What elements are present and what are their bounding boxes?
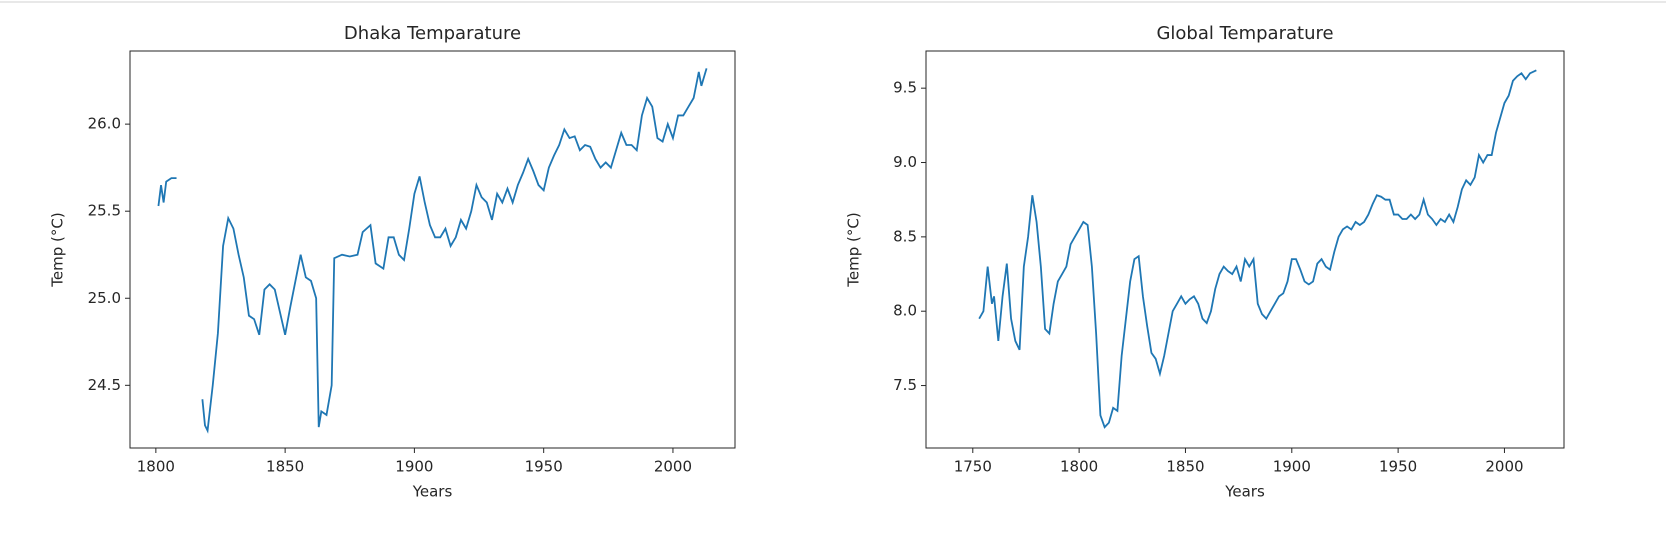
x-tick-label: 2000 [1485,458,1523,476]
x-tick-label: 1900 [1273,458,1311,476]
plot-frame [925,50,1565,449]
y-tick-label: 26.0 [88,115,121,133]
x-tick-label: 1950 [525,458,563,476]
y-tick-label: 25.0 [88,289,121,307]
x-tick-label: 1800 [1060,458,1098,476]
y-tick-label: 8.0 [893,302,917,320]
x-tick-label: 1900 [395,458,433,476]
data-line [157,68,708,434]
x-tick-label: 1750 [954,458,992,476]
y-tick-label: 24.5 [88,376,121,394]
x-tick-label: 1800 [137,458,175,476]
plot-frame [129,50,736,449]
data-line [978,69,1537,429]
x-tick-label: 1950 [1379,458,1417,476]
y-tick-label: 9.0 [893,153,917,171]
y-tick-label: 9.5 [893,79,917,97]
x-tick-label: 2000 [654,458,692,476]
y-tick-label: 7.5 [893,376,917,394]
x-axis-label: Years [412,483,453,501]
y-tick-label: 25.5 [88,202,121,220]
y-axis-label: Temp (°C) [845,212,863,287]
chart-title: Dhaka Temparature [344,23,521,44]
x-tick-label: 1850 [266,458,304,476]
chart-title: Global Temparature [1156,23,1333,44]
y-tick-label: 8.5 [893,227,917,245]
x-axis-label: Years [1224,483,1265,501]
y-axis-label: Temp (°C) [49,212,67,287]
x-tick-label: 1850 [1166,458,1204,476]
